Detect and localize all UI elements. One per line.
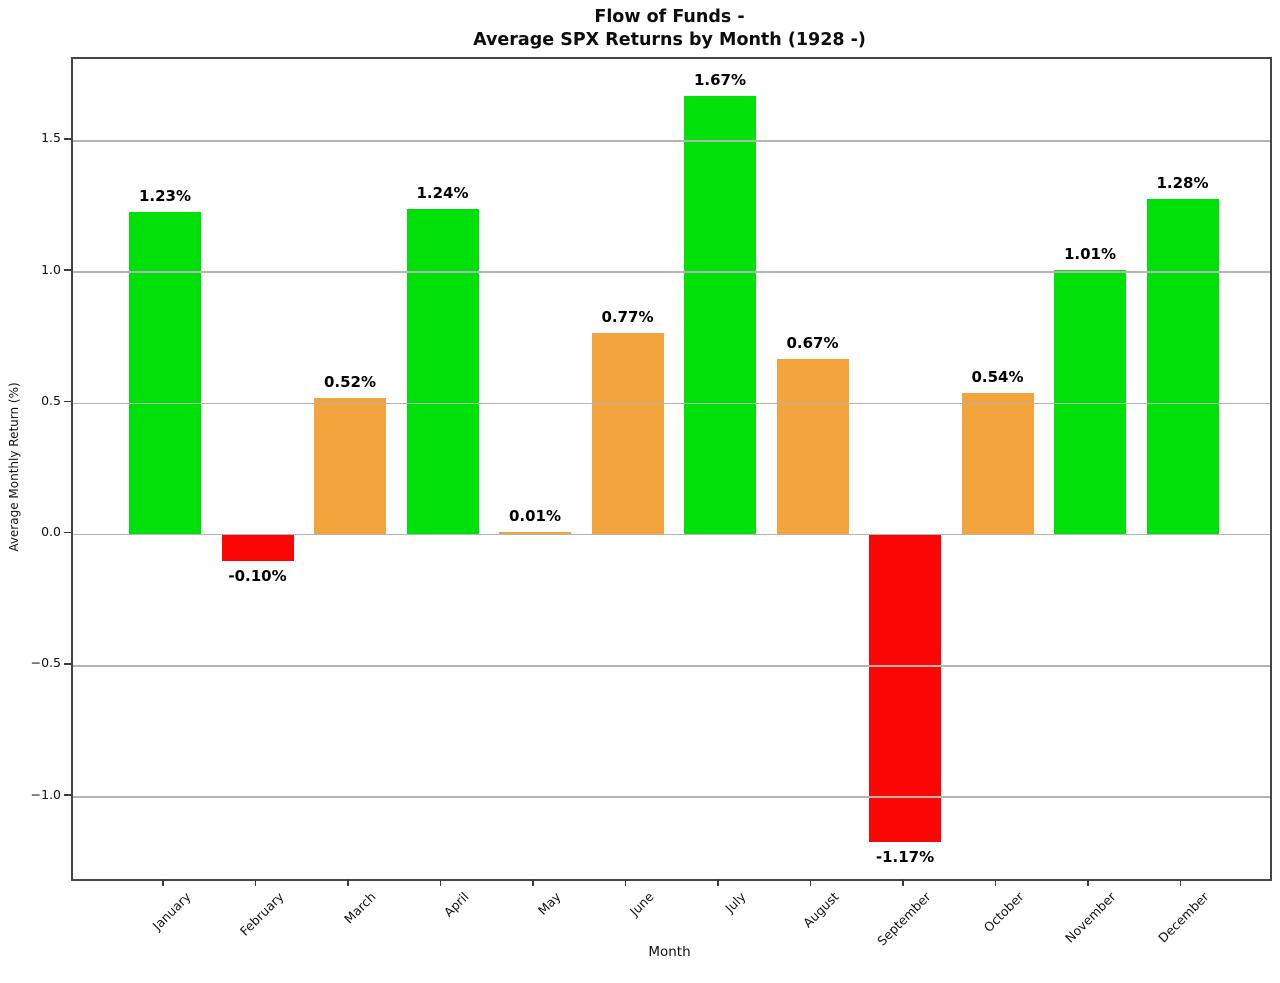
x-tick-mark (994, 879, 997, 886)
bar-july (684, 96, 756, 535)
x-tick-mark (902, 879, 904, 886)
y-tick-mark (64, 794, 71, 796)
x-tick-mark (624, 879, 627, 886)
gridline-y-0 (73, 533, 1270, 536)
y-tick-mark (64, 531, 71, 534)
x-tick-label-august: August (799, 889, 842, 931)
bar-may (499, 531, 571, 535)
x-tick-label-september: September (874, 889, 934, 949)
bar-june (591, 332, 664, 535)
bar-value-label: 0.67% (786, 333, 839, 352)
x-axis-label: Month (648, 944, 691, 960)
gridline-y-1.5 (73, 140, 1270, 142)
y-tick-label: 0.5 (41, 392, 61, 408)
x-tick-mark (717, 879, 719, 886)
x-tick-label-april: April (440, 889, 472, 920)
bar-april (406, 209, 479, 535)
bar-january (129, 211, 201, 535)
bar-value-label: 0.54% (971, 367, 1024, 386)
gridline-y-0.5 (73, 402, 1270, 405)
chart-title-line-1: Flow of Funds - (594, 7, 745, 27)
gridline-y-1 (73, 271, 1270, 273)
x-tick-mark (254, 879, 257, 886)
bar-value-label: 1.01% (1063, 244, 1117, 263)
gridline-y--1 (73, 796, 1270, 798)
y-tick-mark (64, 269, 71, 271)
bar-march (314, 398, 386, 535)
y-tick-mark (64, 663, 71, 665)
x-tick-label-may: May (534, 889, 564, 918)
bar-february (221, 534, 294, 561)
x-tick-mark (347, 879, 349, 886)
bar-value-label: 1.67% (693, 71, 747, 90)
x-tick-mark (1087, 879, 1089, 886)
bar-august (776, 358, 849, 535)
bar-value-label: 0.77% (601, 307, 654, 326)
x-tick-mark (1179, 879, 1182, 886)
bar-value-label: 1.28% (1156, 173, 1209, 192)
plot-area: 1.23% -0.10% 0.52% 1.24% 0.01% 0.77% 1.67% 0.67… (71, 57, 1272, 881)
chart-title-line-2: Average SPX Returns by Month (1928 -) (473, 30, 866, 50)
bar-september (869, 534, 941, 842)
x-tick-mark (439, 879, 442, 886)
bar-november (1054, 269, 1126, 535)
y-tick-label: −0.5 (30, 655, 61, 671)
x-tick-label-december: December (1154, 889, 1212, 946)
bar-value-label: 0.52% (323, 373, 377, 392)
bar-october (961, 392, 1034, 535)
bar-value-label: 1.24% (416, 184, 469, 203)
bar-value-label: 0.01% (508, 506, 562, 525)
x-tick-label-november: November (1062, 889, 1119, 946)
y-tick-label: 1.0 (41, 261, 61, 277)
y-tick-label: 1.5 (41, 130, 61, 146)
x-tick-mark (809, 879, 812, 886)
chart-title: Flow of Funds - Average SPX Returns by M… (71, 6, 1268, 52)
bar-december (1146, 198, 1219, 535)
y-tick-mark (64, 138, 71, 140)
bar-value-label: -0.10% (228, 566, 287, 585)
x-tick-mark (162, 879, 164, 886)
y-tick-label: −1.0 (30, 786, 61, 802)
x-tick-label-june: June (626, 889, 657, 919)
bar-value-label: 1.23% (138, 186, 192, 205)
bar-value-label: -1.17% (875, 847, 935, 866)
x-tick-label-january: January (149, 889, 194, 934)
x-tick-mark (532, 879, 534, 886)
x-tick-label-july: July (722, 889, 749, 916)
y-tick-label: 0.0 (41, 524, 61, 540)
x-tick-label-march: March (341, 889, 379, 927)
x-tick-label-october: October (980, 889, 1027, 935)
gridline-y--0.5 (73, 665, 1270, 667)
y-tick-mark (64, 400, 71, 403)
x-tick-label-february: February (236, 889, 287, 939)
